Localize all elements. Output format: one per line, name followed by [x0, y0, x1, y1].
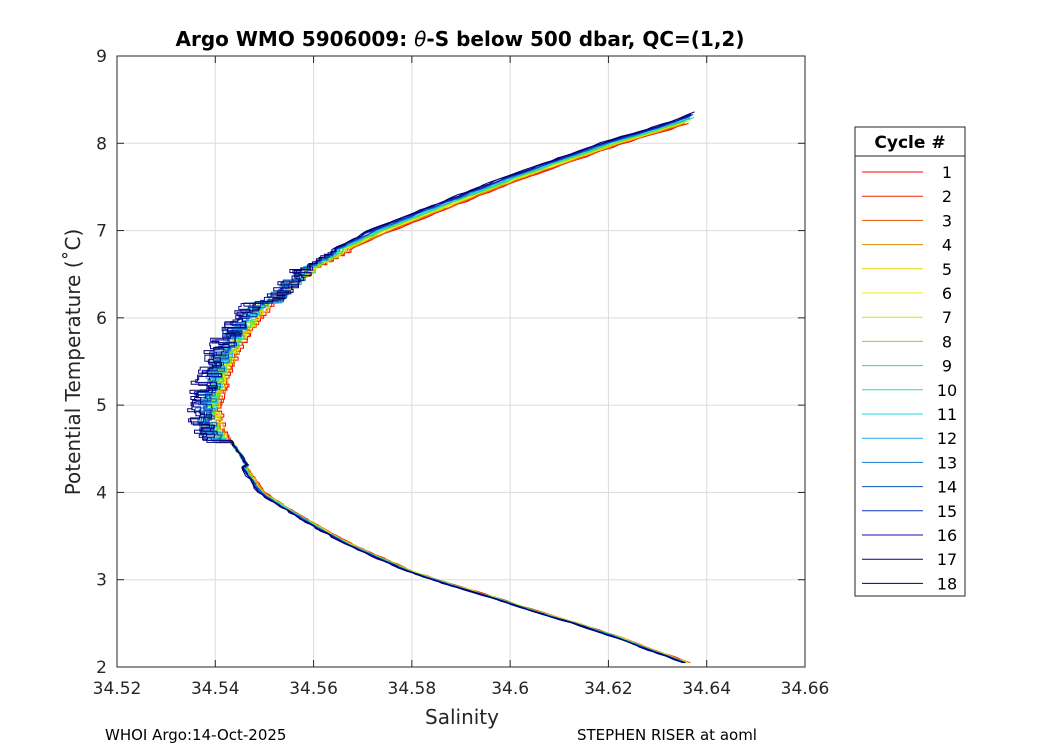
- x-tick-label: 34.6: [491, 679, 529, 699]
- legend-label-cycle-5: 5: [942, 260, 952, 279]
- legend-label-cycle-8: 8: [942, 332, 952, 351]
- x-tick-label: 34.62: [584, 679, 633, 699]
- legend-title: Cycle #: [874, 133, 945, 153]
- axes-box: [116, 55, 806, 668]
- y-tick-label: 8: [96, 134, 107, 154]
- x-tick-label: 34.54: [191, 679, 240, 699]
- footer-right: STEPHEN RISER at aoml: [577, 726, 757, 744]
- legend-label-cycle-18: 18: [937, 574, 957, 593]
- y-tick-label: 2: [96, 658, 107, 678]
- series-layer: [187, 111, 695, 664]
- y-axis-label: Potential Temperature (˚C): [61, 229, 85, 496]
- legend-label-cycle-11: 11: [937, 405, 957, 424]
- x-tick-label: 34.58: [388, 679, 437, 699]
- legend-label-cycle-12: 12: [937, 429, 957, 448]
- y-tick-label: 7: [96, 222, 107, 242]
- legend-label-cycle-17: 17: [937, 550, 957, 569]
- plot-area: 34.52 34.54 34.56 34.58 34.6 34.62 34.64 34.66 2…: [93, 47, 830, 699]
- legend-box: [854, 126, 966, 597]
- tick-layer: 34.52 34.54 34.56 34.58 34.6 34.62 34.64 34.66 2…: [93, 47, 830, 699]
- y-tick-label: 4: [96, 483, 107, 503]
- x-tick-label: 34.66: [781, 679, 830, 699]
- legend-label-cycle-4: 4: [942, 236, 952, 255]
- y-tick-label: 6: [96, 309, 107, 329]
- legend-label-cycle-10: 10: [937, 381, 957, 400]
- x-tick-label: 34.64: [682, 679, 731, 699]
- x-tick-label: 34.52: [93, 679, 142, 699]
- legend-label-cycle-14: 14: [937, 478, 957, 497]
- y-tick-label: 5: [96, 396, 107, 416]
- x-axis-label: Salinity: [425, 705, 499, 729]
- y-tick-label: 3: [96, 571, 107, 591]
- x-tick-label: 34.56: [289, 679, 338, 699]
- legend-label-cycle-1: 1: [942, 163, 952, 182]
- y-tick-label: 9: [96, 47, 107, 67]
- legend-label-cycle-2: 2: [942, 187, 952, 206]
- legend-label-cycle-6: 6: [942, 284, 952, 303]
- footer-left: WHOI Argo:14-Oct-2025: [105, 726, 287, 744]
- chart-title-prefix: Argo WMO 5906009:: [176, 27, 415, 51]
- legend-label-cycle-15: 15: [937, 502, 957, 521]
- chart-title: Argo WMO 5906009: θ-S below 500 dbar, QC…: [176, 27, 745, 51]
- legend-label-cycle-16: 16: [937, 526, 957, 545]
- series-line-cycle-18: [187, 111, 695, 664]
- legend-label-cycle-9: 9: [942, 357, 952, 376]
- legend-label-cycle-3: 3: [942, 211, 952, 230]
- chart-title-suffix: -S below 500 dbar, QC=(1,2): [426, 27, 744, 51]
- legend-label-cycle-13: 13: [937, 453, 957, 472]
- chart-title-theta: θ: [414, 27, 426, 51]
- legend-label-cycle-7: 7: [942, 308, 952, 327]
